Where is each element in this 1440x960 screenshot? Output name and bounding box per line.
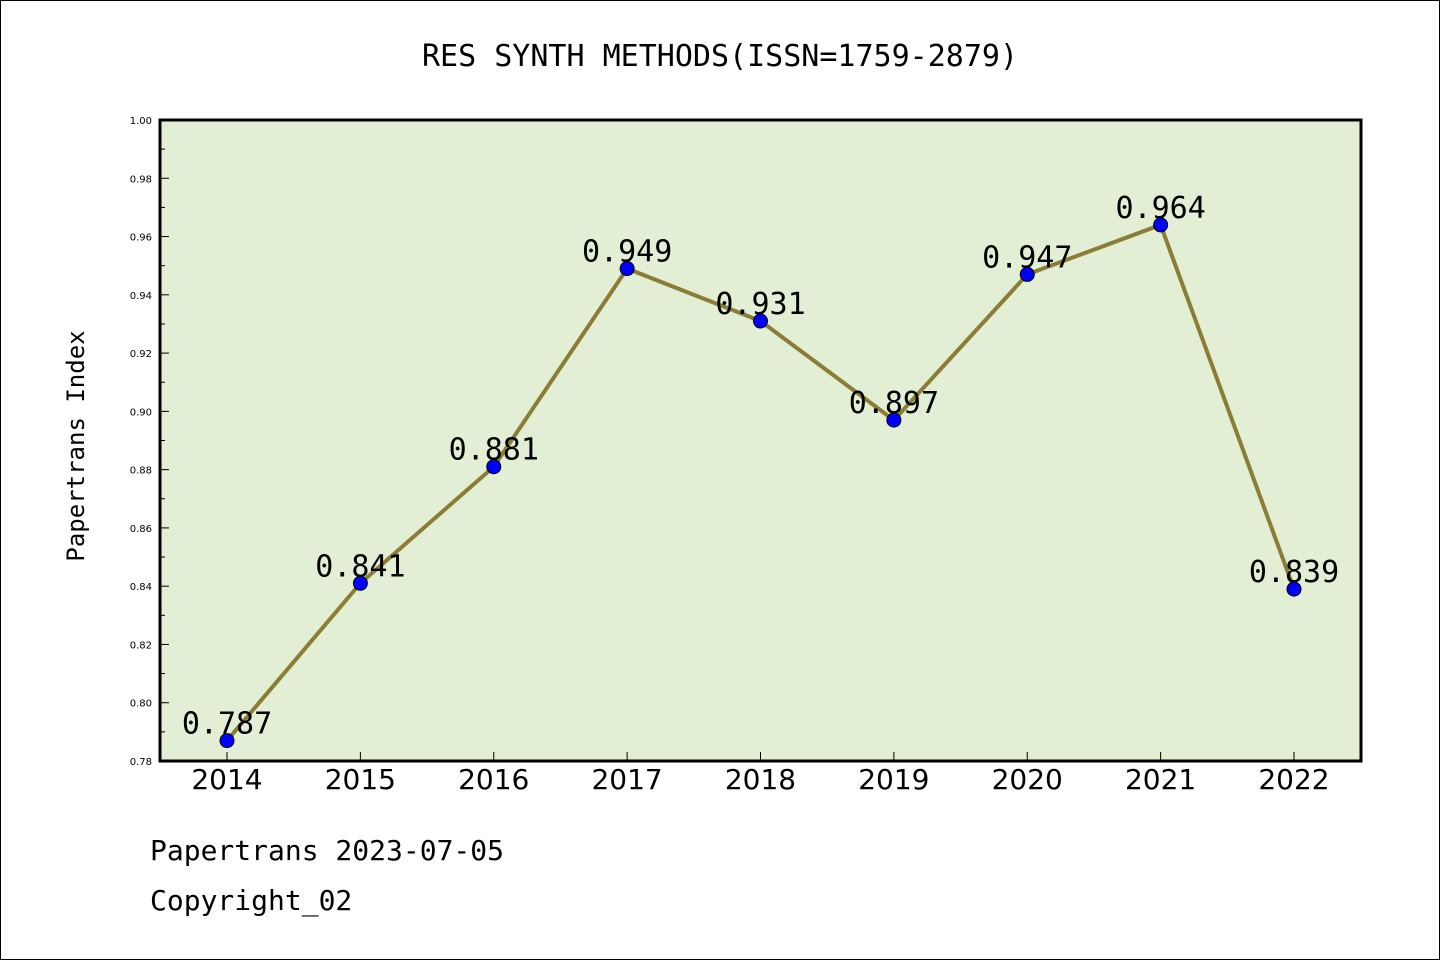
x-tick-label: 2017 <box>591 763 662 796</box>
data-label: 0.787 <box>182 707 272 742</box>
series-markers <box>219 217 1302 749</box>
y-tick-label: 0.82 <box>130 640 152 651</box>
x-tick-label: 2018 <box>725 763 796 796</box>
x-tick-label: 2015 <box>325 763 396 796</box>
data-point <box>352 575 368 591</box>
chart-title: RES SYNTH METHODS(ISSN=1759-2879) <box>422 39 1018 74</box>
data-point <box>619 261 635 277</box>
data-point <box>1153 217 1169 233</box>
data-label: 0.931 <box>715 287 805 322</box>
x-tick-label: 2021 <box>1125 763 1196 796</box>
y-tick-label: 0.98 <box>130 174 152 185</box>
y-axis-label: Papertrans Index <box>62 330 90 561</box>
data-label: 0.949 <box>582 235 672 270</box>
data-point <box>219 733 235 749</box>
data-point <box>1019 266 1035 282</box>
data-labels: 0.787 0.841 0.881 0.949 0.931 0.897 0.947 0.964… <box>182 191 1339 742</box>
data-point <box>753 313 768 329</box>
data-label: 0.964 <box>1115 191 1205 226</box>
footer-source: Papertrans 2023-07-05 <box>150 834 505 867</box>
footer-copyright: Copyright_02 <box>150 884 353 917</box>
data-label: 0.839 <box>1249 555 1339 590</box>
x-tick-label: 2020 <box>992 763 1063 796</box>
y-tick-label: 0.80 <box>130 699 152 710</box>
y-tick-label: 0.86 <box>130 524 152 535</box>
data-point <box>486 459 502 475</box>
x-tick-label: 2014 <box>191 763 262 796</box>
data-label: 0.897 <box>849 386 939 421</box>
y-tick-label: 0.92 <box>130 349 152 360</box>
plot-border <box>158 118 1363 763</box>
y-tick-label: 0.78 <box>130 757 152 768</box>
data-label: 0.947 <box>982 240 1072 275</box>
y-tick-label: 0.96 <box>130 233 152 244</box>
y-tick-label: 0.94 <box>130 291 152 302</box>
y-tick-label: 0.88 <box>130 466 152 477</box>
data-point <box>886 412 902 428</box>
data-point <box>1286 581 1302 597</box>
y-tick-label: 1.00 <box>130 116 152 127</box>
data-label: 0.841 <box>315 549 405 584</box>
data-label: 0.881 <box>449 433 539 468</box>
y-tick-label: 0.84 <box>130 582 152 593</box>
x-tick-label: 2019 <box>858 763 929 796</box>
x-axis-ticks: 2014 2015 2016 2017 2018 2019 2020 2021 2022 <box>191 752 1330 796</box>
y-tick-label: 0.90 <box>130 407 152 418</box>
x-tick-label: 2022 <box>1258 763 1329 796</box>
x-tick-label: 2016 <box>458 763 529 796</box>
